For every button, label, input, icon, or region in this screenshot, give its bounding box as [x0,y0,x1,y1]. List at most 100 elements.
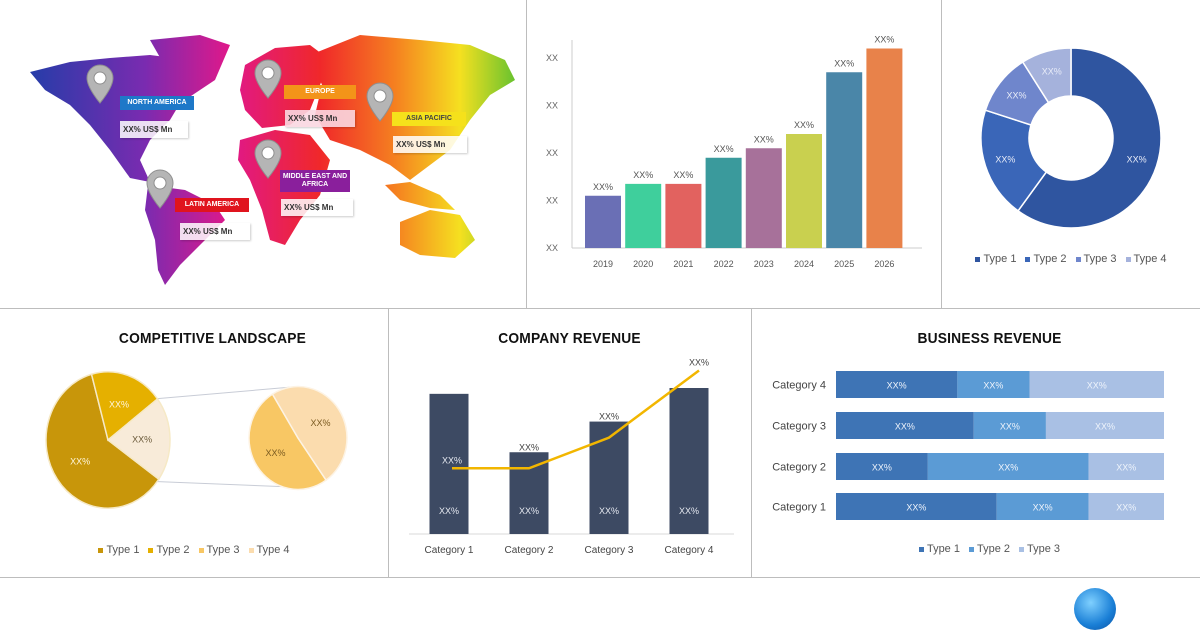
stacked-bar-segment [957,371,1030,398]
continent-australia [400,210,475,258]
business-revenue-legend: Type 1 Type 2 Type 3 [752,543,1200,555]
legend-item: Type 1 [975,253,1016,265]
continent-asia [310,35,515,180]
bar [509,452,549,534]
region-value-asia-pacific: XX% US$ Mn [393,136,467,153]
type-donut-chart: XX% XX% XX% XX% [980,47,1162,229]
secondary-pie-slice [248,393,328,491]
line-data-label: XX% [442,455,462,465]
pie-slice [90,371,159,442]
legend-label: Type 3 [206,544,240,556]
y-tick-label: Category 2 [772,462,826,474]
legend-item: Type 3 [1075,253,1117,265]
business-revenue-title: BUSINESS REVENUE [917,330,1062,347]
region-label-latin-america: LATIN AMERICA [175,198,249,212]
competitive-landscape-legend: Type 1 Type 2 Type 3 Type 4 [0,544,388,556]
x-tick-label: 2025 [834,259,854,269]
region-value-europe: XX% US$ Mn [285,110,355,127]
map-pin-icon [254,139,282,179]
bar-data-label: XX% [679,506,699,516]
bar [866,48,903,248]
stacked-bar-segment [1045,412,1164,439]
legend-label: Type 2 [1033,253,1067,265]
y-tick-label: XX [546,148,558,158]
legend-label: Type 1 [926,543,960,555]
slice-data-label: XX% [132,434,152,444]
stacked-bar-segment [1029,371,1164,398]
legend-item: Type 3 [1019,543,1060,555]
bar [826,72,863,248]
donut-slice [1017,47,1162,229]
yearly-bar-chart: XX XX XX XX XX XX% 2019 XX% 2020 XX% 2021 XX% 2022 XX… [546,35,922,269]
x-tick-label: 2021 [673,259,693,269]
map-pin-icon [86,64,114,104]
line-data-label: XX% [689,357,709,367]
map-pin-icon [146,169,174,209]
segment-data-label: XX% [1095,422,1115,432]
legend-label: Type 2 [976,543,1011,555]
continent-greenland [150,35,230,100]
competitive-landscape-title: COMPETITIVE LANDSCAPE [118,330,307,347]
continent-southeast-asia [385,182,455,210]
slice-data-label: XX% [995,154,1015,164]
segment-data-label: XX% [1000,422,1020,432]
legend-label: Type 3 [1027,543,1061,555]
divider [0,308,1200,309]
stacked-bar-segment [927,453,1089,480]
divider [751,309,752,577]
segment-data-label: XX% [983,381,1003,391]
x-tick-label: Category 4 [665,545,714,556]
x-tick-label: Category 3 [585,545,634,556]
bar [665,183,702,248]
legend-item: Type 2 [1025,253,1067,265]
legend-swatch [148,547,154,553]
legend-label: Type 4 [256,544,290,556]
bar [625,183,662,248]
region-value-latin-america: XX% US$ Mn [180,223,250,240]
y-tick-label: Category 4 [772,380,826,392]
legend-label: Type 2 [156,544,190,556]
legend-item: Type 4 [248,544,290,556]
line-data-label: XX% [599,412,619,422]
x-tick-label: Category 1 [425,545,474,556]
divider [388,309,389,577]
divider [526,0,527,308]
donut-slice [980,109,1048,212]
legend-item: Type 2 [968,543,1011,555]
y-tick-label: XX [546,101,558,111]
slice-data-label: XX% [1042,67,1062,77]
legend-item: Type 1 [918,543,960,555]
segment-data-label: XX% [906,503,926,513]
segment-data-label: XX% [1033,503,1053,513]
legend-swatch [198,547,204,553]
bar-data-label: XX% [439,506,459,516]
slice-data-label: XX% [311,418,331,428]
y-tick-label: XX [546,196,558,206]
bar [585,195,621,248]
bar-data-label: XX% [519,506,539,516]
donut-legend: Type 1 Type 2 Type 3 Type 4 [942,253,1200,265]
divider [941,0,942,308]
bar-data-label: XX% [673,170,693,180]
secondary-pie-slice [271,385,348,482]
map-pin-icon [254,59,282,99]
bar-data-label: XX% [794,120,814,130]
map-pin-icon [366,82,394,122]
slice-data-label: XX% [70,457,90,467]
bar [429,393,469,534]
segment-data-label: XX% [998,463,1018,473]
competitive-landscape-chart: XX% XX% XX% XX% XX% [45,371,348,509]
company-revenue-chart: XX% Category 1 XX% Category 2 XX% Category 3 X… [409,357,734,556]
x-tick-label: 2023 [754,259,774,269]
bar [786,134,822,248]
x-tick-label: 2022 [714,259,734,269]
legend-label: Type 3 [1083,253,1117,265]
region-label-middle-east-africa: MIDDLE EAST AND AFRICA [280,170,350,192]
region-value-north-america: XX% US$ Mn [120,121,188,138]
segment-data-label: XX% [872,463,892,473]
bar-data-label: XX% [633,170,653,180]
x-tick-label: 2020 [633,259,653,269]
region-label-north-america: NORTH AMERICA [120,96,194,110]
legend-swatch [968,546,974,552]
y-tick-label: Category 3 [772,421,826,433]
